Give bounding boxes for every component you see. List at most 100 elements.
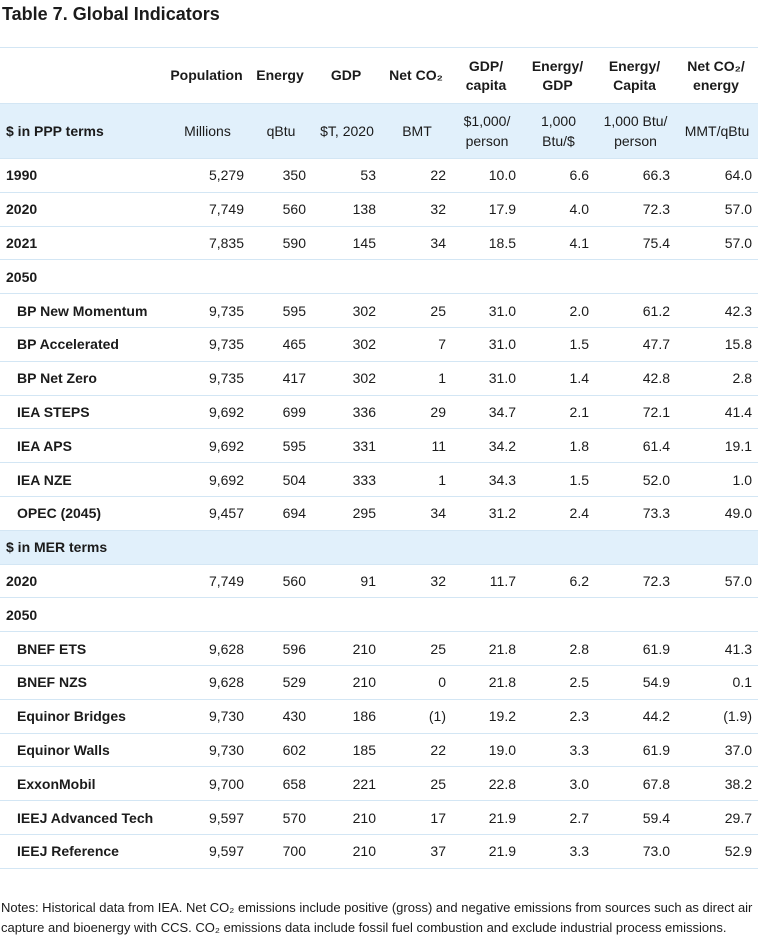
table-row: 2050	[0, 597, 758, 632]
cell: 333	[312, 462, 382, 497]
empty-cell	[676, 529, 758, 565]
cell: 41.3	[676, 631, 758, 666]
cell: 9,692	[165, 394, 250, 429]
cell: 25	[382, 766, 452, 801]
cell: 595	[250, 293, 312, 328]
cell: 34	[382, 225, 452, 260]
cell: 17	[382, 800, 452, 835]
unit-cell: 1,000 Btu/$	[522, 103, 595, 159]
empty-cell	[595, 597, 676, 632]
table-row: BP Net Zero 9,735 417 302 1 31.0 1.4 42.8 2.8	[0, 360, 758, 396]
header-cell: GDP	[312, 47, 382, 104]
cell: 17.9	[452, 191, 522, 227]
cell: 72.3	[595, 191, 676, 227]
cell: 21.9	[452, 800, 522, 835]
cell: 31.0	[452, 293, 522, 328]
cell: 9,628	[165, 664, 250, 700]
cell: 44.2	[595, 698, 676, 734]
cell: 22.8	[452, 766, 522, 801]
cell: 1.0	[676, 462, 758, 497]
row-label: IEA APS	[0, 428, 165, 463]
row-label: BNEF ETS	[0, 631, 165, 666]
unit-cell: qBtu	[250, 103, 312, 159]
cell: 22	[382, 158, 452, 193]
row-label: 2021	[0, 225, 165, 260]
cell: 529	[250, 664, 312, 700]
cell: 596	[250, 631, 312, 666]
cell: 18.5	[452, 225, 522, 260]
cell: 2.0	[522, 293, 595, 328]
cell: 336	[312, 394, 382, 429]
indicators-table: Population Energy GDP Net CO₂ GDP/ capita Ene…	[0, 47, 758, 869]
cell: 54.9	[595, 664, 676, 700]
table-row: 2050	[0, 259, 758, 294]
empty-cell	[312, 259, 382, 294]
row-label: OPEC (2045)	[0, 495, 165, 531]
header-cell: Net CO₂	[382, 47, 452, 104]
cell: 31.0	[452, 360, 522, 396]
cell: 61.2	[595, 293, 676, 328]
row-label: IEEJ Reference	[0, 833, 165, 869]
cell: 34.2	[452, 428, 522, 463]
table-row: ExxonMobil 9,700 658 221 25 22.8 3.0 67.8 38.2	[0, 766, 758, 801]
header-row: Population Energy GDP Net CO₂ GDP/ capita Ene…	[0, 47, 758, 104]
cell: 37	[382, 833, 452, 869]
cell: 186	[312, 698, 382, 734]
cell: 6.6	[522, 158, 595, 193]
cell: 560	[250, 191, 312, 227]
cell: 19.1	[676, 428, 758, 463]
cell: 7,835	[165, 225, 250, 260]
unit-cell: MMT/qBtu	[676, 103, 758, 159]
table-title: Table 7. Global Indicators	[2, 4, 220, 24]
cell: 73.0	[595, 833, 676, 869]
cell: 61.9	[595, 631, 676, 666]
cell: 49.0	[676, 495, 758, 531]
row-label: 2020	[0, 563, 165, 598]
cell: 11	[382, 428, 452, 463]
row-label: IEA STEPS	[0, 394, 165, 429]
cell: (1)	[382, 698, 452, 734]
cell: 9,700	[165, 766, 250, 801]
cell: 570	[250, 800, 312, 835]
table-row: IEA APS 9,692 595 331 11 34.2 1.8 61.4 19.1	[0, 428, 758, 463]
row-label: 1990	[0, 158, 165, 193]
cell: 9,730	[165, 732, 250, 767]
header-cell: Net CO₂/ energy	[676, 47, 758, 104]
row-label: BP Accelerated	[0, 326, 165, 362]
cell: 75.4	[595, 225, 676, 260]
cell: 11.7	[452, 563, 522, 598]
cell: 602	[250, 732, 312, 767]
section-label: $ in MER terms	[0, 529, 165, 565]
cell: 25	[382, 631, 452, 666]
cell: 2.1	[522, 394, 595, 429]
cell: 42.3	[676, 293, 758, 328]
cell: 3.3	[522, 833, 595, 869]
units-row: $ in PPP terms Millions qBtu $T, 2020 BMT $1,…	[0, 103, 758, 159]
empty-cell	[250, 259, 312, 294]
cell: 73.3	[595, 495, 676, 531]
cell: 2.8	[676, 360, 758, 396]
cell: 699	[250, 394, 312, 429]
row-label: 2050	[0, 597, 165, 632]
cell: 9,735	[165, 326, 250, 362]
table-row: BNEF ETS 9,628 596 210 25 21.8 2.8 61.9 41.3	[0, 631, 758, 666]
header-cell: Energy/ Capita	[595, 47, 676, 104]
row-label: Equinor Bridges	[0, 698, 165, 734]
cell: 1.8	[522, 428, 595, 463]
cell: 9,730	[165, 698, 250, 734]
cell: 694	[250, 495, 312, 531]
cell: 2.8	[522, 631, 595, 666]
empty-cell	[165, 597, 250, 632]
cell: 9,735	[165, 293, 250, 328]
unit-cell: $1,000/ person	[452, 103, 522, 159]
table-row: BP Accelerated 9,735 465 302 7 31.0 1.5 47.7 15.…	[0, 326, 758, 362]
row-label: ExxonMobil	[0, 766, 165, 801]
empty-cell	[522, 259, 595, 294]
cell: 138	[312, 191, 382, 227]
cell: 9,597	[165, 800, 250, 835]
table-row: Equinor Bridges 9,730 430 186 (1) 19.2 2.3 44.2…	[0, 698, 758, 734]
cell: 302	[312, 360, 382, 396]
cell: 2.3	[522, 698, 595, 734]
cell: 21.8	[452, 631, 522, 666]
unit-cell: Millions	[165, 103, 250, 159]
